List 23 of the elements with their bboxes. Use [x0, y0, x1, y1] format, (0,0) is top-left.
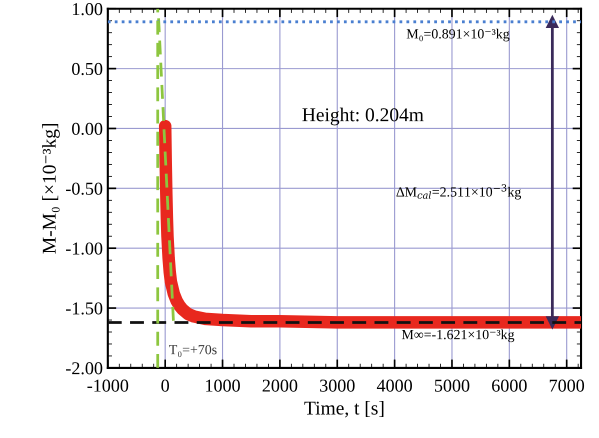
y-tick-label: 0.00	[72, 122, 102, 135]
y-tick-label: -0.50	[66, 182, 102, 195]
y-tick-label: -2.00	[66, 362, 102, 374]
y-tick-label: 1.00	[72, 3, 102, 16]
ref-line-label: M₀=0.891×10⁻³kg	[406, 28, 510, 42]
x-tick-label: -1000	[87, 380, 128, 392]
ref-line-label: T₀=+70s	[169, 344, 217, 358]
annotation: Height: 0.204m	[302, 108, 424, 126]
y-tick-label: -1.50	[66, 302, 102, 315]
x-tick-label: 6000	[492, 380, 527, 392]
annotation: ∆M$_{cal}$=2.511×10$^{−3}$kg	[396, 184, 522, 200]
x-tick-label: 4000	[376, 380, 412, 392]
x-tick-label: 7000	[550, 380, 584, 392]
x-tick-label: 1000	[206, 380, 240, 392]
x-tick-label: 0	[161, 380, 170, 392]
ref-line-label: M∞=-1.621×10⁻³kg	[402, 329, 514, 342]
y-axis-title: M-M₀ [×10⁻³kg]	[42, 124, 60, 254]
x-tick-label: 3000	[320, 380, 355, 392]
y-tick-label: 0.50	[72, 62, 102, 76]
x-tick-label: 2000	[262, 380, 298, 392]
y-tick-label: -1.00	[66, 242, 102, 255]
x-axis-title: Time, t [s]	[304, 400, 384, 418]
x-tick-label: 5000	[434, 380, 470, 392]
